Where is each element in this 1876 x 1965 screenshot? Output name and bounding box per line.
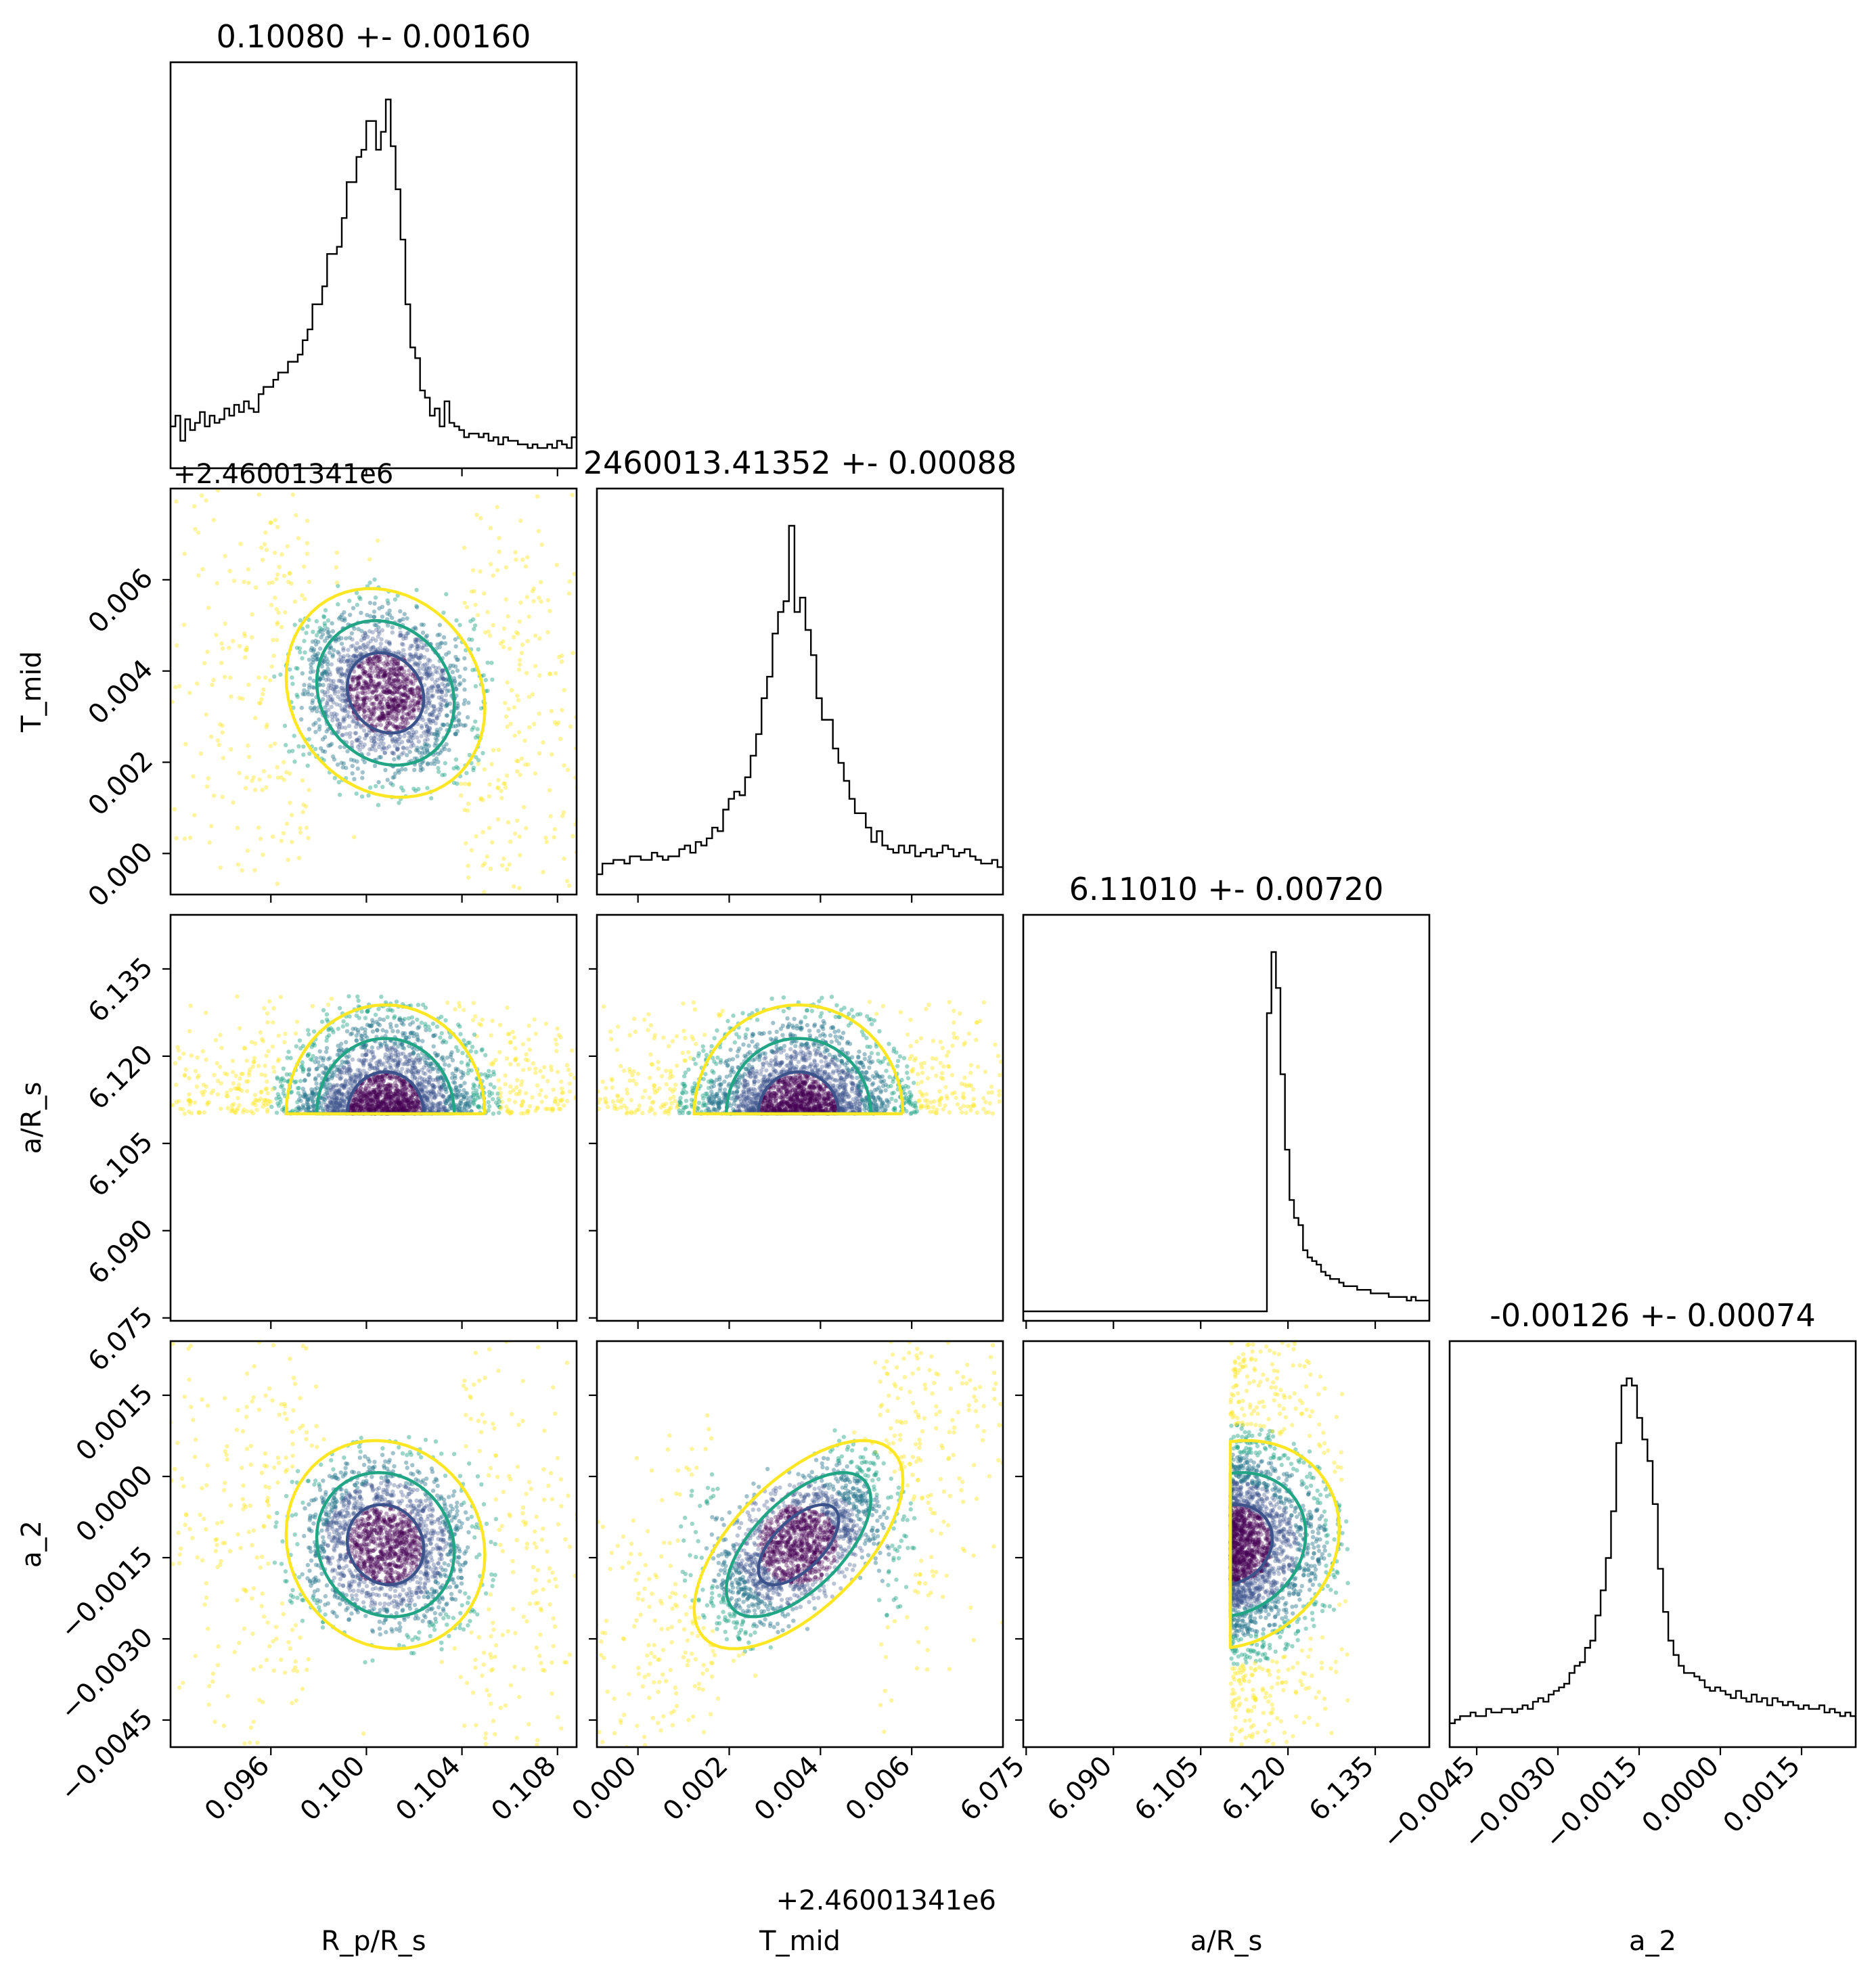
- histogram-rp: [171, 98, 577, 449]
- scatter-panel-a2-vs-ars: 6.075 6.090 6.105 6.120 6.135: [954, 1340, 1431, 1828]
- histogram-tmid: [597, 524, 1003, 876]
- y-tick-label: 6.075: [83, 1301, 160, 1378]
- contour: [284, 1439, 487, 1650]
- y-tick-label: 0.002: [83, 745, 160, 822]
- panel-frame: [1448, 1340, 1857, 1748]
- panel-frame: [169, 1340, 578, 1748]
- x-axis-label-tmid: T_mid: [759, 1926, 841, 1957]
- contour: [345, 1503, 426, 1587]
- x-axis-label-ars: a/R_s: [1190, 1926, 1263, 1957]
- panel-frame: [596, 487, 1004, 896]
- panel-frame: [1022, 913, 1431, 1322]
- hist-panel-ars: 6.11010 +- 0.00720: [1022, 871, 1431, 1329]
- y-offset-text: +2.46001341e6: [173, 459, 393, 490]
- x-tick-label: 6.120: [1216, 1751, 1293, 1828]
- contour: [692, 1003, 905, 1116]
- y-axis-label-ars: a/R_s: [16, 1082, 47, 1154]
- contour: [757, 1503, 841, 1587]
- panel-frame: [169, 487, 578, 896]
- x-tick-label: 6.105: [1129, 1751, 1206, 1828]
- y-axis-label-a2: a_2: [16, 1520, 47, 1568]
- y-tick-label: 6.120: [83, 1039, 160, 1116]
- y-tick-label: 0.0015: [70, 1378, 159, 1467]
- x-tick-label: 6.090: [1042, 1751, 1119, 1828]
- hist-panel-a2: -0.00126 +- 0.00074−0.0045−0.0030−0.0015…: [1377, 1297, 1857, 1855]
- contour: [692, 1439, 905, 1650]
- x-tick-label: 6.075: [954, 1751, 1031, 1828]
- contour: [345, 651, 426, 735]
- hist-panel-tmid: 2460013.41352 +- 0.00088: [583, 445, 1017, 903]
- x-tick-label: 0.096: [199, 1751, 276, 1828]
- x-tick-label: 0.004: [749, 1751, 826, 1828]
- x-tick-label: 0.006: [840, 1751, 917, 1828]
- x-tick-label: 0.002: [657, 1751, 734, 1828]
- contour: [315, 1470, 456, 1619]
- scatter-points: [171, 1341, 577, 1747]
- scatter-points: [597, 995, 1003, 1116]
- title-ars: 6.11010 +- 0.00720: [1069, 871, 1384, 907]
- x-tick-label: 0.0000: [1636, 1751, 1725, 1839]
- title-a2: -0.00126 +- 0.00074: [1490, 1297, 1815, 1334]
- x-tick-label: 0.000: [566, 1751, 643, 1828]
- panel-frame: [1022, 1340, 1431, 1748]
- y-tick-label: 0.000: [83, 836, 160, 913]
- contour: [1228, 1439, 1341, 1650]
- scatter-panel-a2-vs-tmid: 0.000 0.002 0.004 0.006: [566, 1340, 1004, 1828]
- x-tick-label: 6.135: [1303, 1751, 1381, 1828]
- y-tick-label: 6.135: [83, 951, 160, 1029]
- hist-panel-rp: 0.10080 +- 0.00160: [169, 18, 578, 476]
- y-tick-label: 6.105: [83, 1126, 160, 1203]
- x-tick-label: 0.100: [294, 1751, 372, 1828]
- x-tick-label: 0.104: [390, 1751, 467, 1828]
- histogram-ars: [1023, 951, 1429, 1313]
- x-axis-label-rp: R_p/R_s: [321, 1926, 426, 1957]
- x-tick-label: 0.108: [485, 1751, 562, 1828]
- scatter-points: [597, 1341, 1003, 1747]
- contour: [284, 1003, 487, 1116]
- y-tick-label: 0.0000: [70, 1460, 159, 1548]
- contour: [315, 619, 456, 767]
- scatter-panel-ars-vs-rp: 6.075 6.090 6.105 6.120 6.135: [83, 913, 578, 1378]
- x-tick-label: 0.0015: [1718, 1751, 1806, 1839]
- title-rp: 0.10080 +- 0.00160: [217, 18, 531, 55]
- panel-frame: [596, 913, 1004, 1322]
- title-tmid: 2460013.41352 +- 0.00088: [583, 445, 1017, 481]
- y-axis-label-tmid: T_mid: [16, 651, 47, 733]
- y-tick-label: 0.006: [83, 562, 160, 639]
- scatter-panel-a2-vs-rp: 0.096 0.100 0.104 0.108−0.0045−0.0030−0.001…: [54, 1340, 578, 1828]
- histogram-a2: [1450, 1377, 1856, 1724]
- scatter-panel-ars-vs-tmid: [589, 913, 1004, 1329]
- y-tick-label: 6.090: [83, 1213, 160, 1290]
- x-offset-text: +2.46001341e6: [776, 1885, 996, 1916]
- panel-frame: [596, 1340, 1004, 1748]
- panel-frame: [169, 61, 578, 470]
- y-tick-label: 0.004: [83, 654, 160, 731]
- panel-frame: [169, 913, 578, 1322]
- contour: [284, 587, 487, 799]
- x-axis-label-a2: a_2: [1629, 1926, 1676, 1957]
- contour: [724, 1471, 873, 1619]
